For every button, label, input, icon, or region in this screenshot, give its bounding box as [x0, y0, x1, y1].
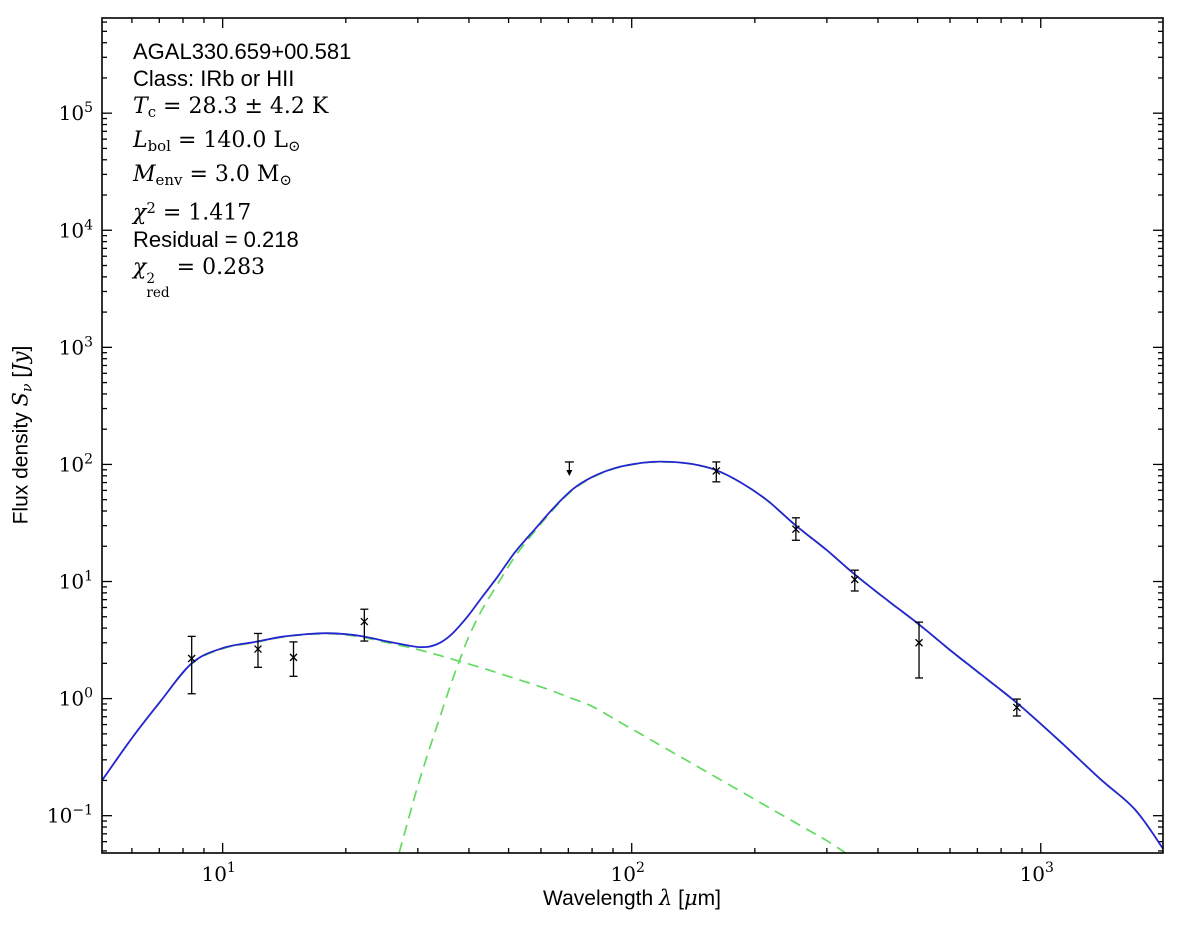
data-point [253, 632, 262, 668]
data-point [712, 461, 721, 483]
tick-labels: 101 102 103 10−1 100 101 102 103 104 105 [47, 100, 1054, 886]
svg-text:100: 100 [59, 686, 93, 711]
svg-text:104: 104 [59, 217, 93, 242]
info-line-class-line: Class: IRb or HII [133, 66, 295, 91]
data-point [1012, 698, 1021, 717]
info-line-tc-line: Tc = 28.3 ± 4.2 K [133, 94, 329, 122]
svg-text:103: 103 [59, 334, 93, 359]
svg-text:102: 102 [59, 451, 93, 476]
info-line-menv-line: Menv = 3.0 M⊙ [133, 162, 292, 190]
axis-ticks [102, 18, 1163, 853]
info-line-chi2-line: χ2 = 1.417 [133, 198, 252, 226]
svg-text:102: 102 [611, 860, 645, 886]
svg-text:101: 101 [59, 569, 93, 594]
data-point [915, 621, 924, 679]
svg-text:105: 105 [59, 100, 93, 125]
info-line-residual-line: Residual = 0.218 [133, 227, 299, 253]
data-points [187, 461, 1021, 717]
upper-limit-arrow-icon [564, 461, 574, 476]
data-point [187, 635, 196, 695]
model-curves [102, 460, 1163, 853]
x-axis-label: Wavelength λ [μm] [543, 886, 721, 910]
info-line-source-name: AGAL330.659+00.581 [133, 39, 352, 64]
y-axis-label: Flux density Sν [Jy] [8, 345, 36, 525]
data-point [289, 641, 298, 677]
warm-component-model-curve [102, 632, 846, 853]
svg-text:103: 103 [1020, 860, 1054, 886]
chi2red-stack: 2 red [146, 270, 170, 302]
total-model-curve [102, 460, 1163, 851]
data-point [360, 608, 369, 642]
data-point [850, 569, 859, 592]
upper-limits [564, 461, 574, 476]
svg-text:101: 101 [201, 860, 235, 886]
cold-component-model-curve [398, 461, 1163, 853]
info-line-lbol-line: Lbol = 140.0 L⊙ [133, 128, 301, 156]
fit-info-block: AGAL330.659+00.581 Class: IRb or HII Tc = … [133, 38, 351, 300]
svg-text:10−1: 10−1 [47, 803, 93, 828]
info-line-chi2red-line: χ 2 red = 0.283 [133, 255, 266, 302]
data-point [791, 517, 800, 541]
plot-frame [101, 17, 1164, 854]
